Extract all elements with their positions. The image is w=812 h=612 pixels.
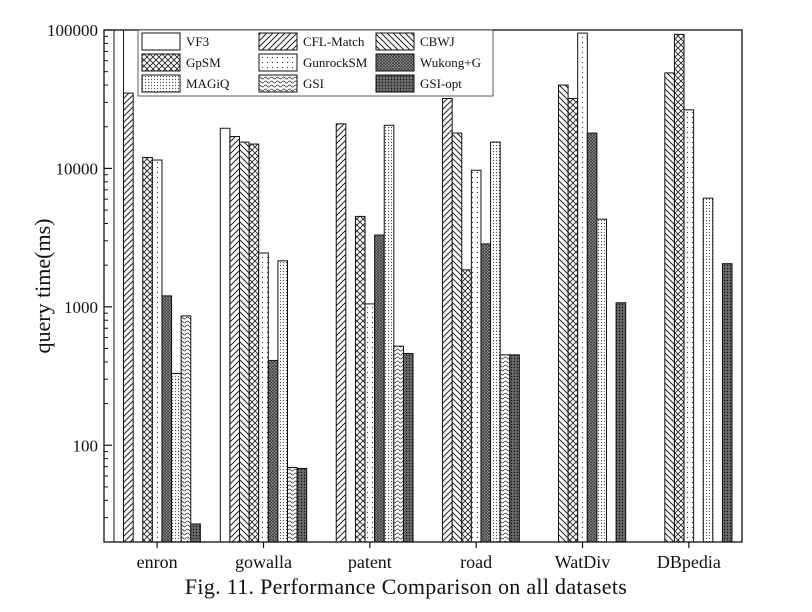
legend-label-magiq: MAGiQ bbox=[186, 76, 230, 91]
bar-gpsm-enron bbox=[142, 156, 153, 543]
y-tick-label: 1000 bbox=[64, 298, 98, 317]
x-tick-label-dbpedia: DBpedia bbox=[657, 552, 721, 572]
legend-label-cbwj: CBWJ bbox=[420, 34, 455, 49]
legend-swatch-cfl-match bbox=[258, 32, 298, 51]
bar-gunrocksm-enron bbox=[151, 159, 163, 543]
legend-swatch-cbwj bbox=[375, 32, 415, 51]
bar-gpsm-watdiv bbox=[567, 98, 579, 543]
legend-label-gsi: GSI bbox=[303, 76, 324, 91]
bar-gunrocksm-gowalla bbox=[258, 252, 269, 543]
bar-gunrocksm-road bbox=[470, 169, 482, 543]
bar-cbwj-watdiv bbox=[558, 84, 569, 543]
legend-label-gsi-opt: GSI-opt bbox=[420, 76, 462, 91]
legend-label-gunrocksm: GunrockSM bbox=[303, 55, 368, 70]
bar-vf3-enron bbox=[113, 29, 125, 543]
bar-gsi-patent bbox=[393, 345, 404, 543]
bar-gsi-opt-patent bbox=[402, 353, 414, 543]
legend-swatch-gsi-opt bbox=[375, 74, 415, 93]
x-tick-label-enron: enron bbox=[137, 552, 178, 572]
bar-wukong-g-road bbox=[480, 243, 492, 543]
bar-wukong-g-enron bbox=[161, 295, 173, 543]
bar-magiq-dbpedia bbox=[702, 197, 714, 543]
legend-swatch-gsi bbox=[258, 74, 298, 93]
x-tick-label-road: road bbox=[460, 552, 492, 572]
bar-gpsm-gowalla bbox=[248, 143, 260, 543]
bar-gunrocksm-patent bbox=[364, 303, 376, 543]
bar-gsi-enron bbox=[180, 315, 192, 543]
legend-swatch-wukong-g bbox=[375, 53, 415, 72]
x-tick-label-watdiv: WatDiv bbox=[555, 552, 611, 572]
bar-vf3-gowalla bbox=[219, 127, 231, 543]
bar-cfl-match-road bbox=[442, 98, 453, 543]
bar-gsi-opt-gowalla bbox=[296, 467, 308, 543]
legend-swatch-vf3 bbox=[141, 32, 181, 51]
bar-gpsm-dbpedia bbox=[673, 33, 685, 543]
bar-gsi-opt-enron bbox=[190, 523, 201, 543]
bar-magiq-road bbox=[490, 141, 501, 543]
x-tick-label-gowalla: gowalla bbox=[235, 552, 292, 572]
bar-magiq-patent bbox=[383, 124, 395, 543]
bar-magiq-enron bbox=[171, 372, 182, 543]
bar-gpsm-patent bbox=[354, 215, 366, 543]
bar-gsi-gowalla bbox=[287, 467, 298, 543]
legend-swatch-gpsm bbox=[141, 53, 181, 72]
axes-layer: 100 1000 10000 100000 enron gowalla patent road… bbox=[47, 21, 743, 572]
bar-gunrocksm-dbpedia bbox=[683, 109, 695, 543]
legend-label-cfl-match: CFL-Match bbox=[303, 34, 365, 49]
y-tick-label: 10000 bbox=[56, 159, 99, 178]
legend-label-gpsm: GpSM bbox=[186, 55, 221, 70]
bars-layer bbox=[113, 29, 733, 543]
legend-label-wukong-g: Wukong+G bbox=[420, 55, 481, 70]
bar-gsi-opt-watdiv bbox=[615, 302, 627, 543]
bar-wukong-g-gowalla bbox=[267, 359, 279, 543]
bar-gpsm-road bbox=[461, 269, 472, 543]
bar-wukong-g-patent bbox=[374, 234, 385, 543]
bar-gsi-opt-dbpedia bbox=[721, 263, 733, 543]
legend-label-vf3: VF3 bbox=[186, 34, 209, 49]
bar-cbwj-dbpedia bbox=[664, 72, 675, 543]
legend-box bbox=[137, 29, 494, 97]
bar-magiq-watdiv bbox=[596, 218, 608, 543]
bar-cfl-match-enron bbox=[123, 92, 134, 543]
legend-swatch-gunrocksm bbox=[258, 53, 298, 72]
bar-cbwj-road bbox=[451, 132, 463, 543]
legend-swatch-magiq bbox=[141, 74, 181, 93]
y-tick-label: 100 bbox=[73, 436, 99, 455]
bar-cfl-match-patent bbox=[335, 123, 347, 543]
legend: VF3 CFL-Match CBWJ GpSM GunrockSM Wukong+G MAG… bbox=[137, 29, 494, 97]
bar-gsi-opt-road bbox=[509, 354, 520, 543]
bar-cbwj-gowalla bbox=[239, 141, 250, 543]
bar-cfl-match-gowalla bbox=[229, 136, 240, 543]
y-axis-title: query time(ms) bbox=[30, 218, 55, 353]
plot-frame bbox=[103, 29, 743, 543]
bar-gsi-road bbox=[499, 354, 511, 543]
figure-caption: Fig. 11. Performance Comparison on all d… bbox=[184, 574, 628, 599]
bar-magiq-gowalla bbox=[277, 260, 288, 543]
bar-gunrocksm-watdiv bbox=[577, 32, 588, 543]
y-tick-label: 100000 bbox=[47, 21, 98, 40]
x-tick-label-patent: patent bbox=[348, 552, 392, 572]
bar-wukong-g-watdiv bbox=[586, 132, 598, 543]
